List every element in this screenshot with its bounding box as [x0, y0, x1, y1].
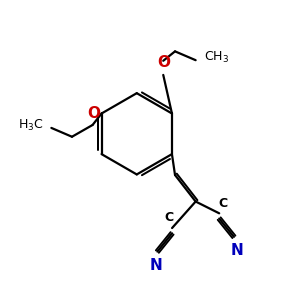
Text: N: N — [230, 243, 243, 258]
Text: CH$_3$: CH$_3$ — [204, 50, 229, 65]
Text: H$_3$C: H$_3$C — [18, 118, 43, 133]
Text: C: C — [165, 212, 174, 224]
Text: O: O — [88, 106, 100, 121]
Text: N: N — [149, 258, 162, 273]
Text: O: O — [157, 55, 170, 70]
Text: C: C — [218, 197, 227, 210]
